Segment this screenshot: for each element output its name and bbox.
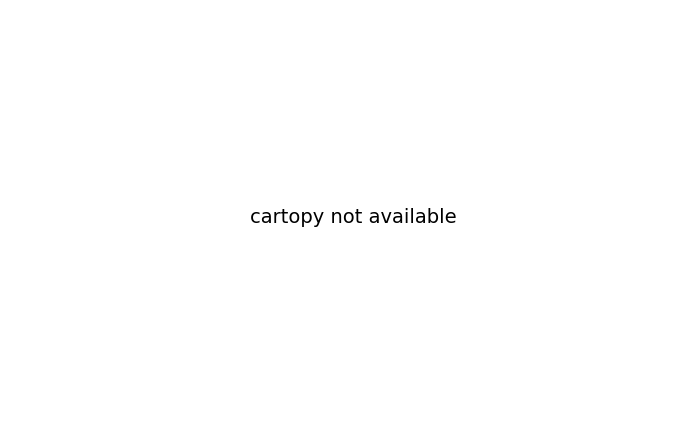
Text: cartopy not available: cartopy not available xyxy=(250,208,457,227)
